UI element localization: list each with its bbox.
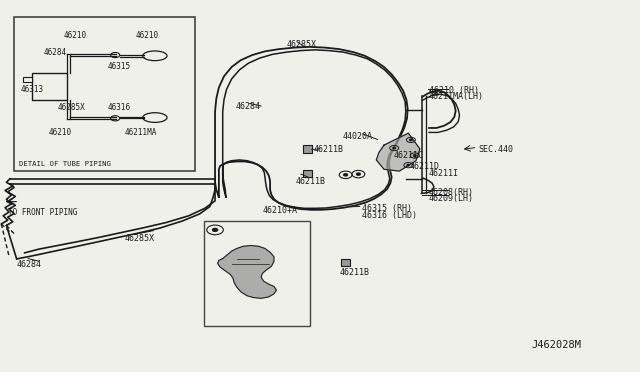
- Text: 46285X: 46285X: [287, 40, 317, 49]
- Text: 46211B: 46211B: [339, 268, 369, 277]
- Circle shape: [410, 139, 412, 141]
- Text: 46284: 46284: [44, 48, 67, 57]
- Text: 46284: 46284: [236, 102, 260, 111]
- Circle shape: [393, 147, 396, 149]
- Text: 46313: 46313: [20, 85, 44, 94]
- Text: 46210 (RH): 46210 (RH): [429, 86, 479, 94]
- Text: 46315: 46315: [108, 62, 131, 71]
- Text: 46316 (LHD): 46316 (LHD): [362, 211, 417, 220]
- Text: 46209(LH): 46209(LH): [429, 194, 474, 203]
- Text: 44020A: 44020A: [342, 132, 372, 141]
- Bar: [341, 259, 350, 266]
- Bar: [14, 17, 195, 171]
- Text: 46208(RH): 46208(RH): [429, 188, 474, 197]
- Circle shape: [413, 155, 416, 156]
- Circle shape: [356, 173, 360, 175]
- Text: 46285X: 46285X: [58, 103, 85, 112]
- Text: 46315 (RH): 46315 (RH): [362, 204, 412, 213]
- Text: 46285X: 46285X: [125, 234, 155, 243]
- Text: DETAIL OF TUBE PIPING: DETAIL OF TUBE PIPING: [19, 161, 111, 167]
- Text: 44020F: 44020F: [218, 242, 248, 251]
- Text: J462028M: J462028M: [532, 340, 582, 350]
- Text: 46211D: 46211D: [410, 162, 440, 171]
- Text: 46211B: 46211B: [314, 145, 344, 154]
- Text: 46210: 46210: [136, 31, 159, 39]
- Text: 46211MA(LH): 46211MA(LH): [429, 92, 484, 101]
- Polygon shape: [218, 246, 276, 298]
- Text: 46210: 46210: [64, 31, 87, 39]
- Text: 46316: 46316: [108, 103, 131, 112]
- Bar: [303, 145, 312, 153]
- Bar: [303, 170, 312, 177]
- Text: 46211MA: 46211MA: [125, 128, 157, 137]
- Text: 46211B: 46211B: [296, 177, 326, 186]
- Text: TO FRONT PIPING: TO FRONT PIPING: [8, 208, 77, 217]
- Circle shape: [212, 228, 218, 231]
- Circle shape: [407, 164, 410, 166]
- Text: 46210: 46210: [49, 128, 72, 137]
- Bar: [32, 73, 67, 100]
- Circle shape: [344, 174, 348, 176]
- Polygon shape: [376, 133, 420, 171]
- Text: 46210+A: 46210+A: [262, 206, 298, 215]
- Text: 46211C: 46211C: [394, 151, 424, 160]
- Text: SEC.440: SEC.440: [479, 145, 514, 154]
- Text: 46284: 46284: [17, 260, 42, 269]
- Bar: [23, 77, 32, 82]
- Text: 46211I: 46211I: [429, 169, 459, 178]
- Bar: [204, 221, 310, 326]
